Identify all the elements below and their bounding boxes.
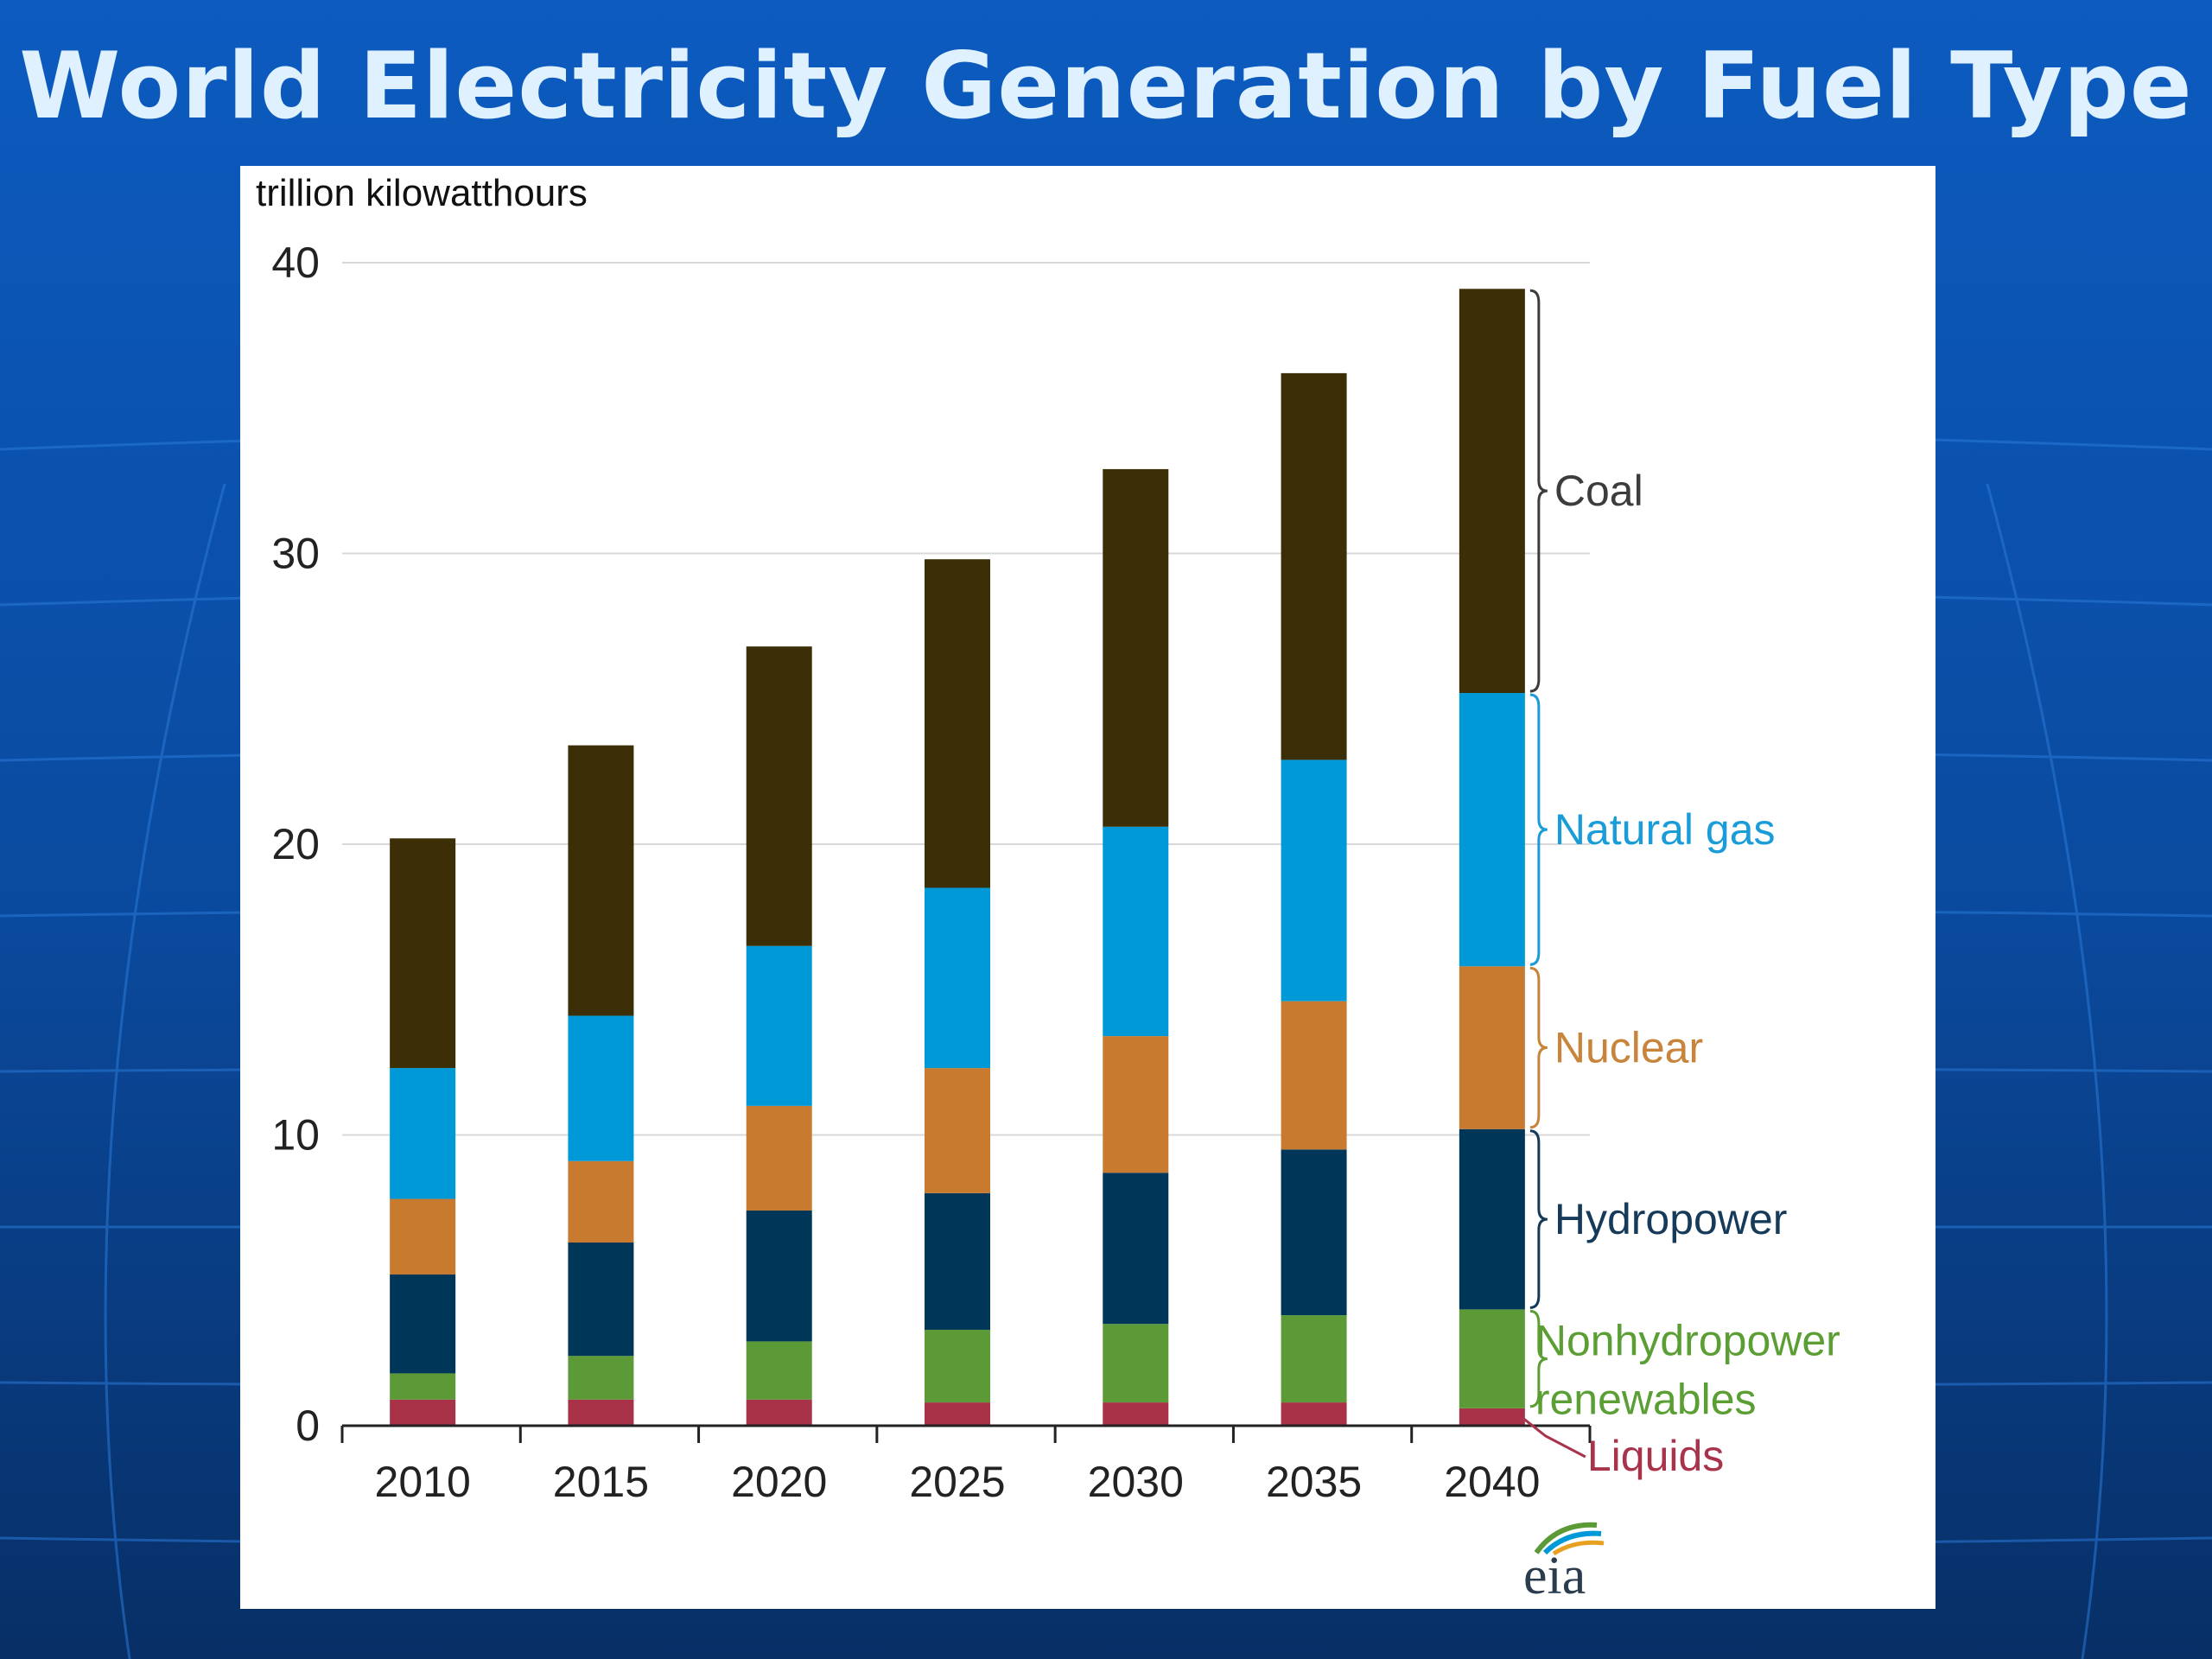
bar-segment-liquids [746, 1399, 812, 1426]
bar-segment-hydropower [1459, 1128, 1525, 1310]
bar-segment-coal [746, 646, 812, 946]
bar-segment-nuclear [925, 1068, 990, 1193]
y-tick-label: 40 [271, 238, 320, 287]
bar-segment-hydropower [568, 1243, 634, 1357]
bar-segment-coal [925, 559, 990, 888]
bar-segment-natural-gas [568, 1015, 634, 1161]
bar-segment-natural-gas [1459, 693, 1525, 967]
bar-segment-natural-gas [1103, 826, 1169, 1037]
x-tick-label: 2010 [375, 1458, 471, 1506]
x-tick-label: 2025 [909, 1458, 1005, 1506]
y-axis-unit-label: trillion kilowatthours [256, 172, 588, 214]
x-tick-label: 2015 [553, 1458, 649, 1506]
bar-segment-hydropower [925, 1192, 990, 1330]
x-tick-label: 2035 [1266, 1458, 1362, 1506]
logo-arc-green [1534, 1522, 1598, 1554]
bar-segment-coal [390, 838, 456, 1069]
y-tick-label: 10 [271, 1111, 320, 1160]
bar-segment-hydropower [390, 1274, 456, 1374]
slide-title: World Electricity Generation by Fuel Typ… [19, 33, 2193, 139]
bars [390, 289, 1525, 1426]
bar-segment-natural-gas [390, 1068, 456, 1199]
y-tick-label: 0 [296, 1402, 320, 1450]
y-tick-label: 30 [271, 530, 320, 578]
bar-segment-nuclear [390, 1198, 456, 1275]
bar-segment-liquids [568, 1399, 634, 1426]
legend-label-liquids: Liquids [1587, 1432, 1724, 1480]
bar-segment-nonhydropower-renewables [1281, 1315, 1347, 1403]
bar-segment-hydropower [746, 1210, 812, 1342]
y-tick-label: 20 [271, 820, 320, 868]
bar-segment-liquids [1103, 1402, 1169, 1426]
x-tick-label: 2020 [731, 1458, 827, 1506]
bar-segment-liquids [1281, 1402, 1347, 1426]
bar-segment-nonhydropower-renewables [1103, 1324, 1169, 1403]
eia-logo: eia [1523, 1522, 1605, 1605]
legend-bracket-natural-gas [1529, 693, 1548, 966]
bar-segment-hydropower [1103, 1173, 1169, 1325]
bar-segment-coal [1103, 468, 1169, 827]
bar-segment-natural-gas [925, 887, 990, 1069]
logo-arc-blue [1542, 1530, 1602, 1555]
bar-segment-nonhydropower-renewables [1459, 1309, 1525, 1408]
bar-segment-nonhydropower-renewables [390, 1373, 456, 1400]
bar-segment-nuclear [1459, 966, 1525, 1129]
legend-leader-liquids [1520, 1415, 1586, 1459]
bar-segment-nuclear [568, 1160, 634, 1243]
bar-segment-natural-gas [746, 945, 812, 1106]
chart-panel: 0 10 20 30 40 2010 2015 2020 2025 2030 2035 2040 Co… [240, 166, 1936, 1609]
bar-segment-liquids [390, 1399, 456, 1426]
legend-label-natural-gas: Natural gas [1554, 805, 1776, 854]
bar-segment-coal [1281, 372, 1347, 760]
bar-segment-nuclear [1103, 1036, 1169, 1173]
logo-arc-orange [1552, 1540, 1605, 1556]
legend-label-nuclear: Nuclear [1554, 1024, 1703, 1072]
legend-bracket-hydropower [1529, 1129, 1548, 1309]
legend-brackets: Coal Natural gas Nuclear Hydropower Nonhydro… [1520, 289, 1840, 1480]
legend-label-coal: Coal [1554, 467, 1643, 515]
bar-segment-coal [568, 745, 634, 1016]
legend-label-nonhydropower-renewables-line1: Nonhydropower [1535, 1317, 1840, 1365]
bar-segment-liquids [1459, 1408, 1525, 1426]
legend-bracket-coal [1529, 289, 1548, 693]
legend-bracket-nuclear [1529, 966, 1548, 1129]
bar-segment-nuclear [1281, 1001, 1347, 1150]
bar-segment-hydropower [1281, 1149, 1347, 1316]
x-tick-label: 2040 [1444, 1458, 1540, 1506]
bar-segment-natural-gas [1281, 760, 1347, 1001]
x-tick-label: 2030 [1088, 1458, 1184, 1506]
eia-logo-text: eia [1523, 1547, 1586, 1605]
legend-label-hydropower: Hydropower [1554, 1195, 1788, 1243]
bar-segment-nonhydropower-renewables [925, 1329, 990, 1403]
bar-segment-nuclear [746, 1105, 812, 1211]
legend-label-nonhydropower-renewables-line2: renewables [1535, 1376, 1757, 1424]
bar-segment-nonhydropower-renewables [568, 1356, 634, 1400]
bar-segment-nonhydropower-renewables [746, 1341, 812, 1400]
bar-segment-liquids [925, 1402, 990, 1426]
bar-segment-coal [1459, 289, 1525, 694]
